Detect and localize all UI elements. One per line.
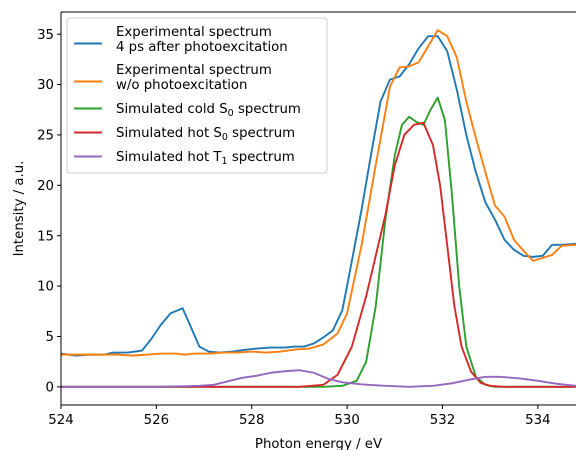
series-line-4 <box>61 369 576 388</box>
y-tick-label: 25 <box>37 129 54 144</box>
y-tick-label: 35 <box>37 28 54 43</box>
legend-label: 4 ps after photoexcitation <box>116 40 288 55</box>
y-tick-label: 20 <box>37 179 54 194</box>
legend-label: Experimental spectrum <box>116 25 272 40</box>
series-line-1 <box>61 29 576 357</box>
legend-label: Experimental spectrum <box>116 63 272 78</box>
y-axis-label: Intensity / a.u. <box>12 161 27 257</box>
x-tick-label: 526 <box>144 413 169 428</box>
legend-label: Simulated hot T1 spectrum <box>116 150 295 167</box>
x-tick-label: 532 <box>430 413 455 428</box>
y-tick-label: 15 <box>37 229 54 244</box>
x-tick-label: 524 <box>48 413 73 428</box>
x-tick-label: 534 <box>525 413 550 428</box>
x-tick-label: 528 <box>239 413 264 428</box>
legend-label: Simulated hot S0 spectrum <box>116 126 295 143</box>
series-line-3 <box>61 121 576 388</box>
y-tick-label: 10 <box>37 280 54 295</box>
y-tick-label: 30 <box>37 78 54 93</box>
y-tick-label: 5 <box>46 330 54 345</box>
legend-box <box>66 17 328 174</box>
series-line-0 <box>61 35 576 357</box>
axes: 524 526 528 530 532 534 0 5 10 15 20 25 30 35 Photon e… <box>12 11 576 450</box>
x-axis-label: Photon energy / eV <box>255 437 382 450</box>
legend-label: Simulated cold S0 spectrum <box>116 102 301 119</box>
legend-label: w/o photoexcitation <box>116 78 248 93</box>
x-tick-label: 530 <box>334 413 359 428</box>
series-layer <box>61 29 576 388</box>
y-tick-label: 0 <box>46 380 54 395</box>
